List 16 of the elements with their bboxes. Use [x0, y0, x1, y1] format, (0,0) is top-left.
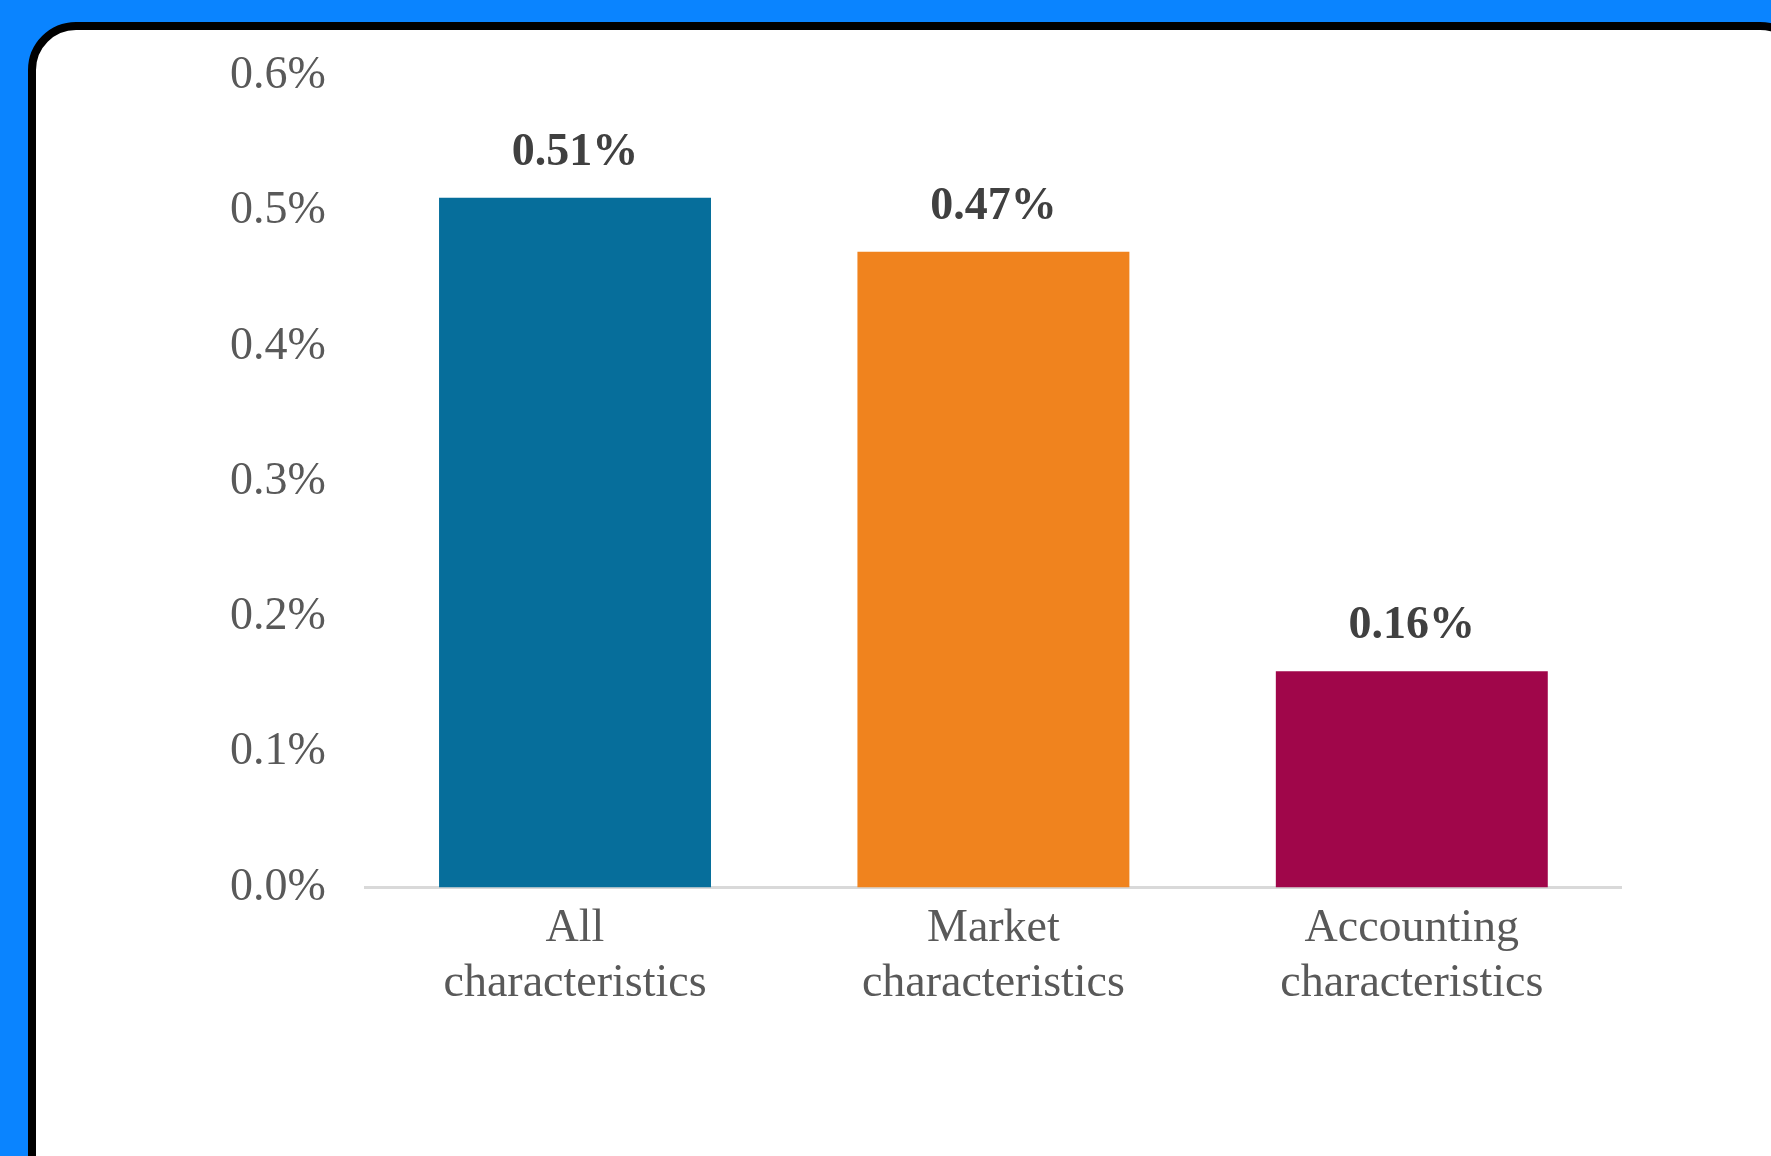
y-tick-label: 0.5%	[229, 182, 326, 234]
data-label: 0.16%	[1348, 597, 1476, 649]
x-tick-label: All characteristics	[443, 900, 707, 1007]
y-tick-label: 0.0%	[229, 858, 326, 910]
y-tick-label: 0.4%	[229, 317, 326, 369]
y-tick-label: 0.3%	[229, 452, 326, 504]
bar	[857, 251, 1130, 888]
y-tick-label: 0.2%	[229, 588, 326, 640]
bar	[439, 197, 711, 888]
bar	[1275, 671, 1548, 888]
x-tick-label: Accounting characteristics	[1280, 900, 1544, 1007]
x-tick-label: Market characteristics	[861, 900, 1125, 1007]
y-tick-label: 0.1%	[229, 723, 326, 775]
y-tick-label: 0.6%	[229, 47, 326, 99]
data-label: 0.47%	[930, 177, 1057, 229]
data-label: 0.51%	[511, 123, 639, 175]
